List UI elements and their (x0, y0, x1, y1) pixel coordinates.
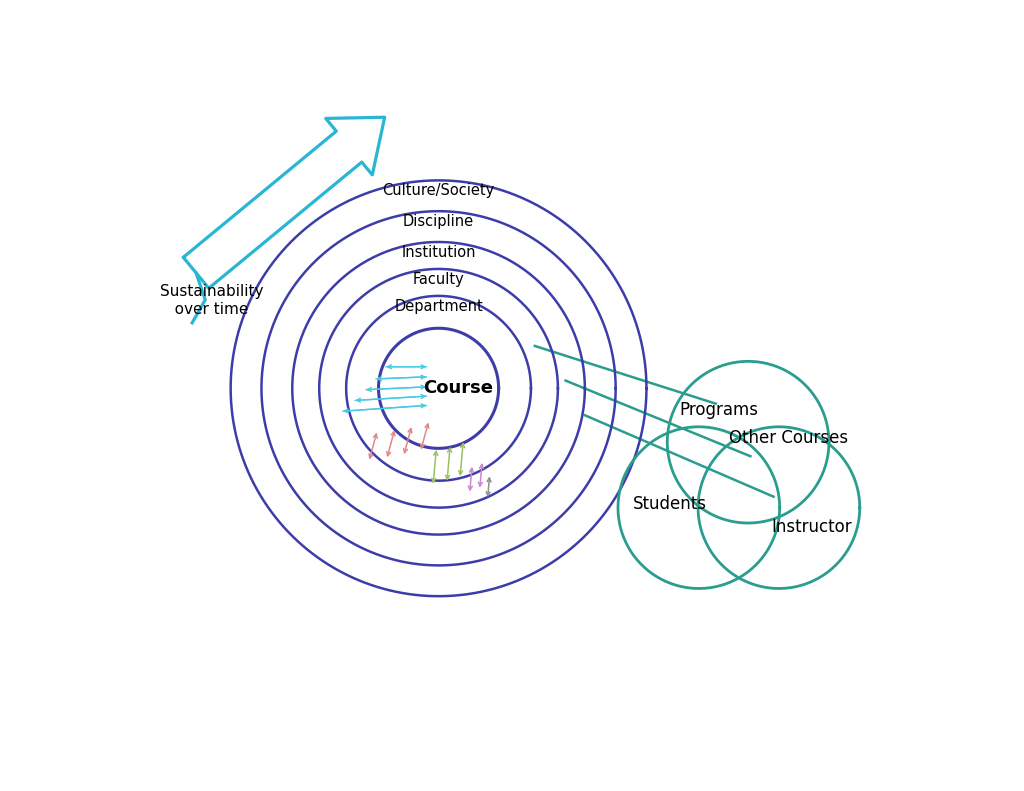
Text: Programs: Programs (679, 401, 759, 419)
Text: Instructor: Instructor (771, 518, 852, 536)
Text: Culture/Society: Culture/Society (382, 184, 495, 199)
Text: Course: Course (423, 380, 493, 397)
Text: Students: Students (633, 495, 707, 513)
Text: Sustainability
   over time: Sustainability over time (160, 284, 263, 316)
Text: Institution: Institution (401, 245, 476, 260)
Text: Department: Department (394, 299, 483, 314)
Text: Discipline: Discipline (403, 214, 474, 229)
Text: Other Courses: Other Courses (729, 430, 848, 448)
Text: Faculty: Faculty (413, 272, 465, 287)
